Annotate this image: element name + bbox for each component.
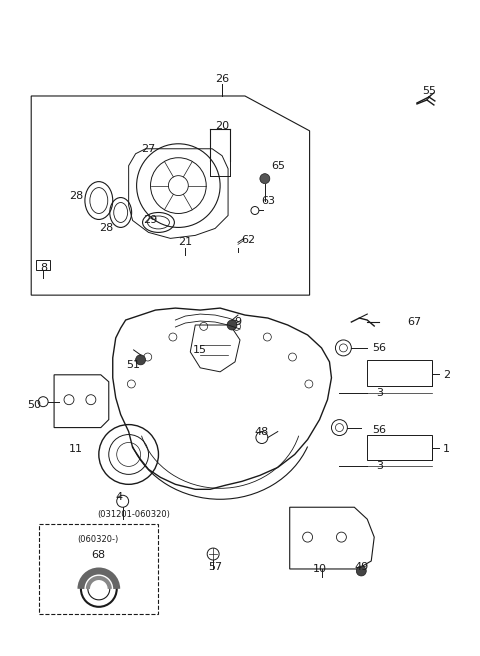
Circle shape — [356, 566, 366, 576]
Text: 56: 56 — [372, 343, 386, 353]
Text: 27: 27 — [142, 144, 156, 154]
Bar — [367, 360, 432, 386]
Text: 51: 51 — [127, 360, 141, 370]
Text: 26: 26 — [215, 74, 229, 84]
Text: 9: 9 — [234, 317, 241, 327]
Text: 28: 28 — [99, 224, 113, 234]
Text: 62: 62 — [241, 236, 255, 245]
Text: (031201-060320): (031201-060320) — [97, 510, 170, 519]
Text: 65: 65 — [271, 161, 285, 171]
Text: 3: 3 — [376, 388, 383, 398]
Text: 57: 57 — [208, 562, 222, 572]
Text: 55: 55 — [422, 86, 436, 96]
Text: 15: 15 — [193, 345, 207, 355]
Text: 67: 67 — [407, 317, 421, 327]
Text: (060320-): (060320-) — [77, 535, 119, 544]
Text: 2: 2 — [443, 370, 450, 380]
Circle shape — [136, 355, 145, 365]
Bar — [367, 434, 432, 461]
Text: 68: 68 — [91, 550, 105, 560]
Text: 56: 56 — [372, 424, 386, 434]
Text: 50: 50 — [27, 400, 41, 410]
Text: 4: 4 — [115, 492, 122, 502]
Text: 3: 3 — [376, 461, 383, 472]
Text: 28: 28 — [69, 190, 83, 201]
Text: 63: 63 — [261, 195, 275, 205]
Text: 49: 49 — [354, 562, 369, 572]
Bar — [39, 524, 158, 614]
Text: 20: 20 — [215, 121, 229, 131]
Text: 48: 48 — [255, 426, 269, 436]
Circle shape — [260, 174, 270, 184]
Text: 1: 1 — [444, 445, 450, 455]
Text: 21: 21 — [178, 237, 192, 247]
Circle shape — [227, 320, 237, 330]
Text: 11: 11 — [69, 445, 83, 455]
Text: 8: 8 — [41, 263, 48, 274]
Bar — [36, 260, 50, 270]
Text: 29: 29 — [144, 215, 157, 226]
Text: 10: 10 — [312, 564, 326, 574]
